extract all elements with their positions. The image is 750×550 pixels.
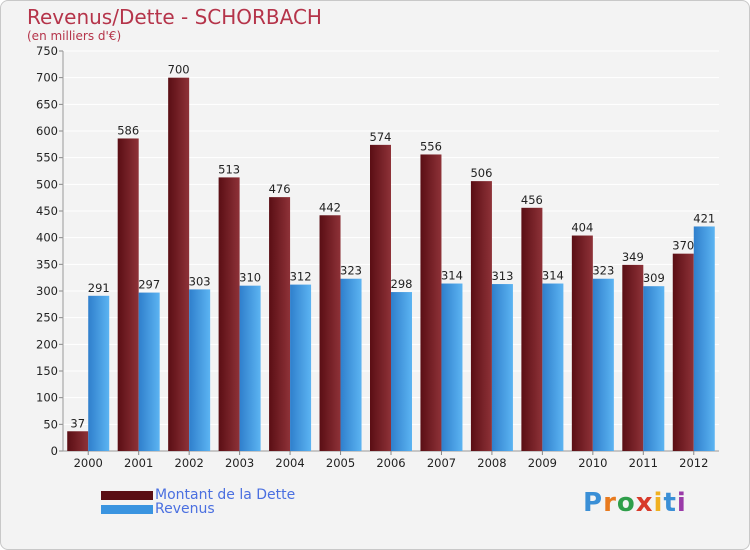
legend-label-dette: Montant de la Dette — [155, 487, 296, 503]
y-tick-label: 450 — [36, 204, 58, 218]
bar-label-dette: 506 — [470, 166, 492, 180]
bar-revenus — [441, 283, 463, 451]
bar-label-revenus: 313 — [491, 269, 513, 283]
bar-label-revenus: 297 — [138, 278, 160, 292]
bar-label-revenus: 309 — [643, 271, 665, 285]
bar-dette — [168, 77, 190, 452]
y-tick-label: 300 — [36, 284, 58, 298]
bar-label-revenus: 298 — [391, 277, 413, 291]
y-tick-label: 550 — [36, 151, 58, 165]
bar-label-revenus: 303 — [189, 274, 211, 288]
legend-item-dette: Montant de la Dette — [101, 487, 295, 503]
bar-dette — [319, 215, 341, 451]
bar-label-revenus: 291 — [88, 281, 110, 295]
logo-letter: o — [616, 488, 636, 518]
bar-label-dette: 442 — [319, 200, 341, 214]
bar-revenus — [592, 278, 614, 451]
y-tick-label: 700 — [36, 71, 58, 85]
bar-dette — [420, 154, 442, 451]
bar-dette — [218, 177, 240, 451]
bar-dette — [571, 235, 593, 451]
y-tick-label: 150 — [36, 364, 58, 378]
bar-label-dette: 349 — [622, 250, 644, 264]
x-tick-label: 2006 — [376, 456, 405, 470]
x-tick-label: 2009 — [528, 456, 557, 470]
bar-revenus — [491, 284, 513, 451]
legend-label-revenus: Revenus — [155, 501, 215, 517]
bar-label-dette: 476 — [269, 182, 291, 196]
y-tick-label: 350 — [36, 257, 58, 271]
bar-dette — [269, 197, 291, 451]
bar-label-dette: 37 — [70, 416, 85, 430]
bar-revenus — [138, 292, 160, 451]
bar-dette — [521, 207, 543, 451]
bar-label-revenus: 314 — [542, 269, 564, 283]
bar-revenus — [693, 226, 715, 451]
x-tick-label: 2007 — [427, 456, 456, 470]
logo-letter: r — [603, 488, 617, 518]
x-tick-label: 2011 — [629, 456, 658, 470]
y-tick-label: 600 — [36, 124, 58, 138]
bar-label-dette: 700 — [168, 63, 190, 77]
chart-title: Revenus/Dette - SCHORBACH — [27, 5, 322, 29]
bar-label-dette: 586 — [117, 123, 139, 137]
y-tick-label: 200 — [36, 337, 58, 351]
y-tick-label: 650 — [36, 97, 58, 111]
bar-dette — [672, 253, 694, 451]
bar-label-revenus: 310 — [239, 271, 261, 285]
y-tick-label: 500 — [36, 177, 58, 191]
x-tick-label: 2010 — [578, 456, 607, 470]
bar-revenus — [189, 289, 211, 451]
y-tick-label: 250 — [36, 311, 58, 325]
bar-label-dette: 456 — [521, 193, 543, 207]
bar-dette — [622, 264, 644, 451]
bar-revenus — [643, 286, 665, 451]
bar-dette — [117, 138, 139, 451]
legend-swatch-revenus — [101, 504, 153, 514]
bar-dette — [470, 181, 492, 451]
logo-letter: P — [583, 488, 604, 518]
bar-revenus — [88, 295, 110, 451]
x-tick-label: 2008 — [477, 456, 506, 470]
logo-letter: x — [635, 488, 654, 518]
x-tick-label: 2012 — [679, 456, 708, 470]
bar-label-revenus: 421 — [693, 211, 715, 225]
bar-revenus — [290, 284, 312, 451]
y-tick-label: 100 — [36, 391, 58, 405]
bar-revenus — [542, 283, 564, 451]
bar-dette — [370, 144, 391, 451]
legend-item-revenus: Revenus — [101, 501, 215, 517]
x-tick-label: 2003 — [225, 456, 254, 470]
x-tick-label: 2000 — [74, 456, 103, 470]
bar-revenus — [391, 292, 412, 451]
x-tick-label: 2004 — [275, 456, 304, 470]
bar-revenus — [239, 285, 261, 451]
y-tick-label: 750 — [36, 44, 58, 58]
y-tick-label: 0 — [51, 444, 58, 458]
logo-letter: i — [676, 488, 687, 518]
proxiti-logo: Proxiti — [583, 488, 687, 518]
y-tick-label: 400 — [36, 231, 58, 245]
bar-label-revenus: 323 — [592, 264, 614, 278]
logo-letter: i — [653, 488, 664, 518]
bar-label-dette: 513 — [218, 162, 240, 176]
bar-revenus — [340, 278, 362, 451]
x-tick-label: 2005 — [326, 456, 355, 470]
chart-subtitle: (en milliers d'€) — [27, 29, 122, 43]
bar-label-dette: 574 — [370, 130, 392, 144]
logo-letter: t — [663, 488, 677, 518]
bar-dette — [67, 431, 89, 451]
bar-label-revenus: 314 — [441, 269, 463, 283]
bar-label-dette: 404 — [571, 221, 593, 235]
bar-label-dette: 556 — [420, 139, 442, 153]
bar-label-dette: 370 — [672, 239, 694, 253]
x-tick-label: 2001 — [124, 456, 153, 470]
y-tick-label: 50 — [43, 417, 58, 431]
bar-label-revenus: 323 — [340, 264, 362, 278]
legend-swatch-dette — [101, 490, 153, 500]
bar-label-revenus: 312 — [290, 270, 312, 284]
x-tick-label: 2002 — [175, 456, 204, 470]
